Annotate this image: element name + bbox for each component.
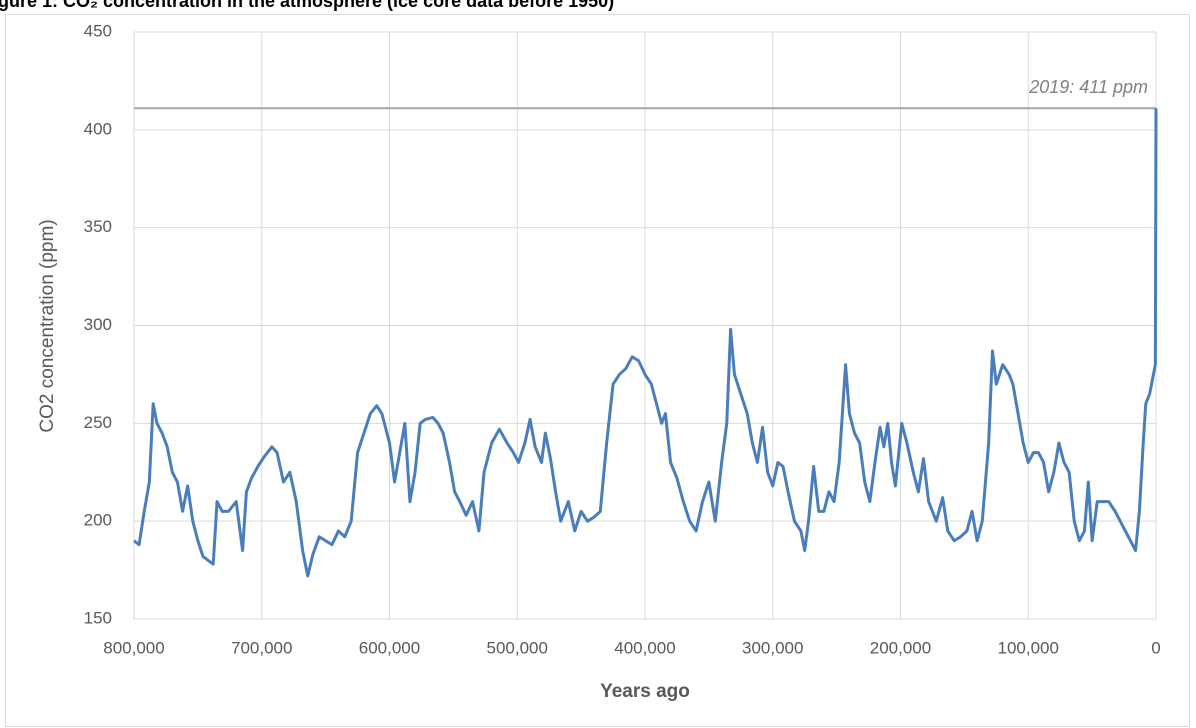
- y-tick-label: 200: [84, 511, 112, 530]
- y-tick-label: 300: [84, 315, 112, 334]
- y-tick-label: 250: [84, 413, 112, 432]
- x-tick-label: 500,000: [487, 638, 548, 657]
- x-tick-label: 400,000: [614, 638, 675, 657]
- x-tick-label: 300,000: [742, 638, 803, 657]
- x-tick-label: 100,000: [998, 638, 1059, 657]
- x-tick-label: 0: [1151, 638, 1160, 657]
- chart-frame: [5, 14, 1190, 727]
- reference-label: 2019: 411 ppm: [1028, 77, 1148, 97]
- x-tick-label: 200,000: [870, 638, 931, 657]
- y-tick-label: 350: [84, 217, 112, 236]
- y-tick-label: 400: [84, 119, 112, 138]
- x-tick-label: 800,000: [103, 638, 164, 657]
- y-tick-label: 450: [84, 21, 112, 40]
- x-axis-title: Years ago: [600, 681, 690, 702]
- x-tick-label: 700,000: [231, 638, 292, 657]
- y-axis-title: CO2 concentration (ppm): [37, 219, 58, 432]
- y-tick-label: 150: [84, 608, 112, 627]
- x-tick-label: 600,000: [359, 638, 420, 657]
- chart-title: Figure 1: CO₂ concentration in the atmos…: [0, 0, 614, 11]
- data-line: [133, 108, 1158, 578]
